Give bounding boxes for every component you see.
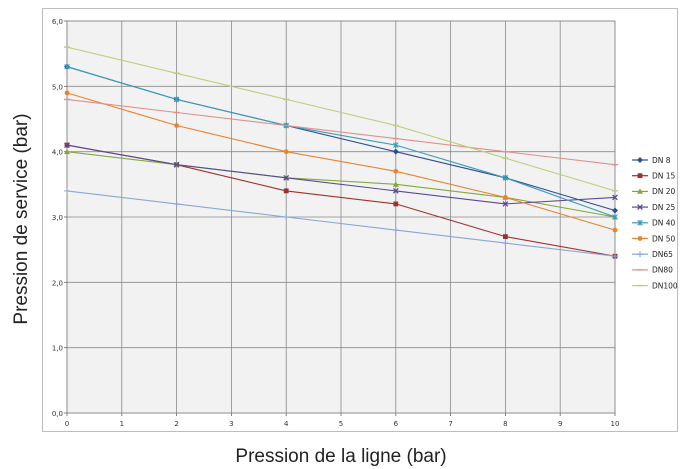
data-point-dn25: [612, 194, 618, 201]
x-tick-label: 2: [174, 420, 178, 428]
data-point-dn8: [612, 207, 618, 214]
series-line-dn65: [66, 190, 616, 257]
x-tick-label: 3: [229, 420, 233, 428]
y-tick-label: 6,0: [52, 18, 63, 26]
legend-marker-dn20: [637, 188, 643, 194]
data-point-dn25: [392, 188, 399, 194]
data-point-dn25: [502, 201, 509, 207]
data-point-dn15: [283, 188, 289, 194]
data-point-dn50: [64, 90, 70, 96]
data-point-dn25: [173, 161, 180, 168]
data-point-dn40: [502, 174, 509, 181]
data-point-dn50: [174, 123, 180, 128]
data-point-dn25: [64, 142, 70, 148]
data-point-dn65: [64, 187, 70, 194]
series-line-dn80: [66, 98, 616, 166]
series-line-dn100: [66, 46, 616, 192]
y-tick-label: 4,0: [52, 149, 63, 157]
x-tick-label: 5: [339, 420, 343, 428]
y-axis-label: Pression de service (bar): [11, 113, 32, 325]
data-point-dn65: [392, 227, 399, 234]
legend-marker-dn15: [637, 173, 643, 179]
series-line-dn20: [66, 151, 616, 218]
data-point-dn50: [393, 168, 399, 174]
legend-label-dn15: DN 15: [652, 172, 676, 181]
legend-marker-dn25: [637, 204, 643, 210]
legend-marker-dn8: [637, 157, 643, 163]
data-point-dn20: [392, 181, 399, 187]
legend-label-dn8: DN 8: [652, 156, 671, 165]
y-tick-label: 2,0: [52, 279, 63, 287]
x-tick-label: 0: [65, 420, 69, 428]
y-tick-label: 5,0: [52, 83, 63, 91]
data-point-dn65: [283, 214, 290, 220]
x-tick-label: 7: [448, 420, 452, 428]
data-point-dn40: [393, 142, 399, 149]
y-tick-label: 3,0: [52, 214, 63, 222]
x-tick-label: 8: [503, 420, 507, 428]
data-point-dn50: [283, 149, 289, 155]
data-point-dn20: [64, 148, 70, 155]
data-point-dn50: [612, 227, 618, 233]
data-point-dn65: [502, 240, 509, 247]
series-line-dn40: [66, 66, 616, 218]
legend-marker-dn50: [637, 236, 643, 241]
x-tick-label: 10: [611, 420, 620, 428]
data-point-dn25: [283, 174, 290, 181]
legend-label-dn65: DN65: [652, 250, 673, 259]
legend-marker-dn65: [637, 251, 643, 258]
legend-label-dn25: DN 25: [652, 203, 676, 212]
data-point-dn40: [173, 96, 180, 103]
data-point-dn65: [612, 253, 618, 260]
legend-label-dn20: DN 20: [652, 187, 676, 196]
data-point-dn50: [503, 195, 508, 200]
series-line-dn50: [66, 92, 616, 231]
x-tick-label: 4: [284, 420, 289, 428]
data-point-dn15: [503, 234, 508, 239]
legend-marker-dn40: [637, 219, 643, 226]
y-tick-label: 1,0: [52, 345, 63, 353]
x-tick-label: 1: [120, 420, 124, 428]
data-point-dn40: [612, 214, 618, 220]
x-tick-label: 6: [394, 420, 399, 428]
legend-label-dn40: DN 40: [652, 219, 676, 228]
data-point-dn15: [393, 201, 399, 207]
data-point-dn40: [64, 63, 70, 70]
x-tick-label: 9: [558, 420, 562, 428]
legend-label-dn80: DN80: [652, 266, 673, 275]
legend-label-dn100: DN100: [652, 281, 678, 290]
data-point-dn65: [173, 200, 180, 207]
x-axis-label: Pression de la ligne (bar): [235, 446, 447, 467]
data-point-dn8: [392, 148, 399, 155]
y-tick-label: 0,0: [52, 410, 63, 418]
legend-label-dn50: DN 50: [652, 234, 676, 243]
